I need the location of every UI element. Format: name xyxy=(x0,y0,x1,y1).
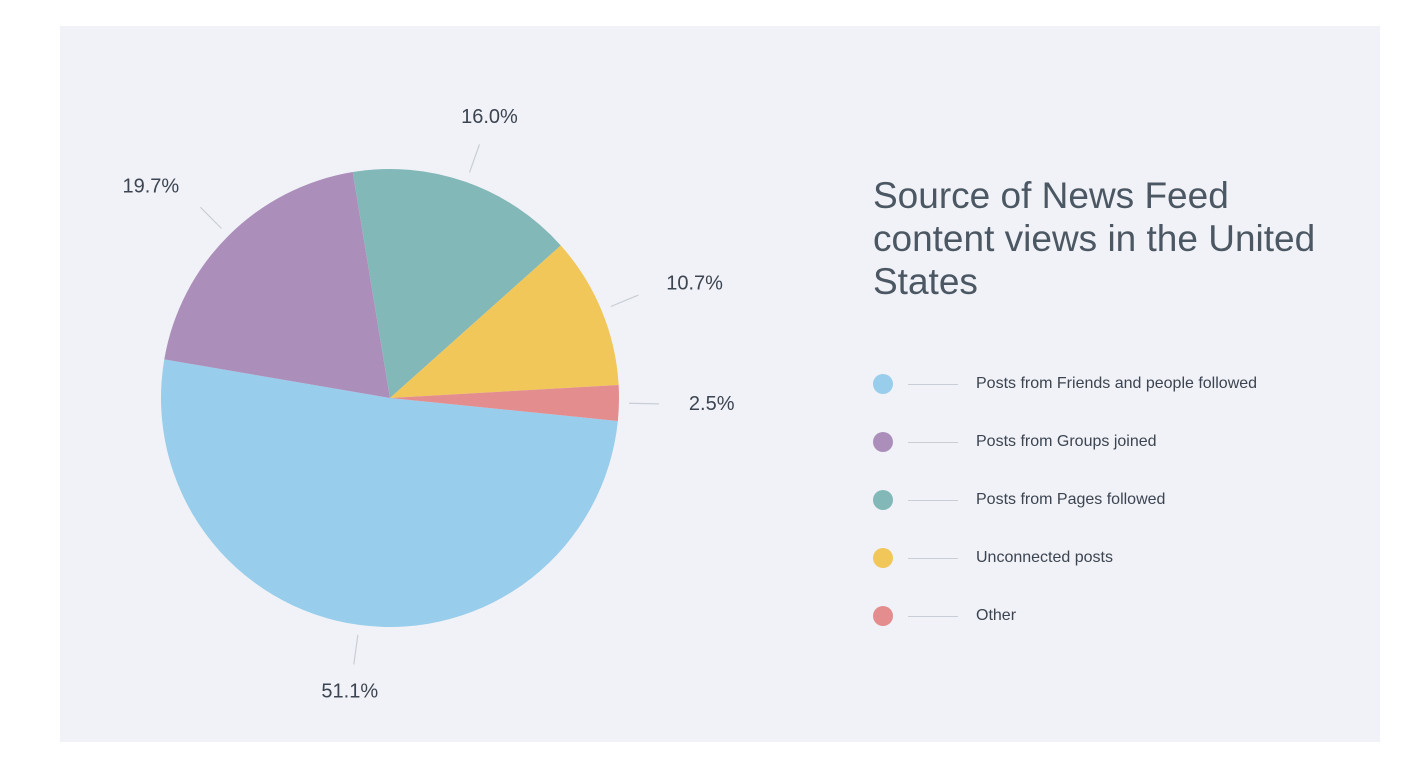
legend: Posts from Friends and people followed Po… xyxy=(873,370,1257,660)
leader-line-unconnected-posts xyxy=(610,294,639,308)
legend-label: Posts from Groups joined xyxy=(976,433,1157,450)
pie-slices xyxy=(160,168,620,628)
leader-line-other xyxy=(628,402,659,405)
pie-slice-posts-from-groups-joined xyxy=(164,172,390,398)
percent-label-unconnected-posts: 10.7% xyxy=(666,273,723,295)
leader-line-posts-from-groups-joined xyxy=(199,206,222,229)
legend-item-posts-from-friends-and-people-followed: Posts from Friends and people followed xyxy=(873,370,1257,428)
leader-line-posts-from-pages-followed xyxy=(468,144,481,173)
legend-rule xyxy=(908,384,958,385)
chart-title: Source of News Feed content views in the… xyxy=(873,175,1316,302)
legend-item-other: Other xyxy=(873,602,1257,660)
legend-item-posts-from-pages-followed: Posts from Pages followed xyxy=(873,486,1257,544)
legend-label: Posts from Pages followed xyxy=(976,491,1166,508)
legend-rule xyxy=(908,442,958,443)
legend-rule xyxy=(908,500,958,501)
legend-label: Unconnected posts xyxy=(976,549,1113,566)
legend-swatch xyxy=(873,490,893,510)
pie-slice-unconnected-posts xyxy=(390,245,619,398)
pie-slice-posts-from-pages-followed xyxy=(352,168,561,398)
percent-label-posts-from-friends-and-people-followed: 51.1% xyxy=(321,681,378,703)
leader-line-posts-from-friends-and-people-followed xyxy=(353,634,359,665)
label-leader-lines xyxy=(199,144,659,665)
pie-slice-other xyxy=(390,385,620,421)
percent-label-posts-from-groups-joined: 19.7% xyxy=(122,176,179,198)
percent-labels: 51.1% 19.7% 16.0% 10.7% 2.5% xyxy=(122,106,734,702)
legend-rule xyxy=(908,616,958,617)
legend-swatch xyxy=(873,548,893,568)
legend-swatch xyxy=(873,606,893,626)
legend-swatch xyxy=(873,374,893,394)
legend-label: Posts from Friends and people followed xyxy=(976,375,1258,392)
legend-item-posts-from-groups-joined: Posts from Groups joined xyxy=(873,428,1257,486)
legend-swatch xyxy=(873,432,893,452)
percent-label-posts-from-pages-followed: 16.0% xyxy=(461,106,518,128)
pie-slice-posts-from-friends-and-people-followed xyxy=(160,359,618,628)
percent-label-other: 2.5% xyxy=(689,393,735,415)
legend-item-unconnected-posts: Unconnected posts xyxy=(873,544,1257,602)
legend-rule xyxy=(908,558,958,559)
legend-label: Other xyxy=(976,607,1017,624)
